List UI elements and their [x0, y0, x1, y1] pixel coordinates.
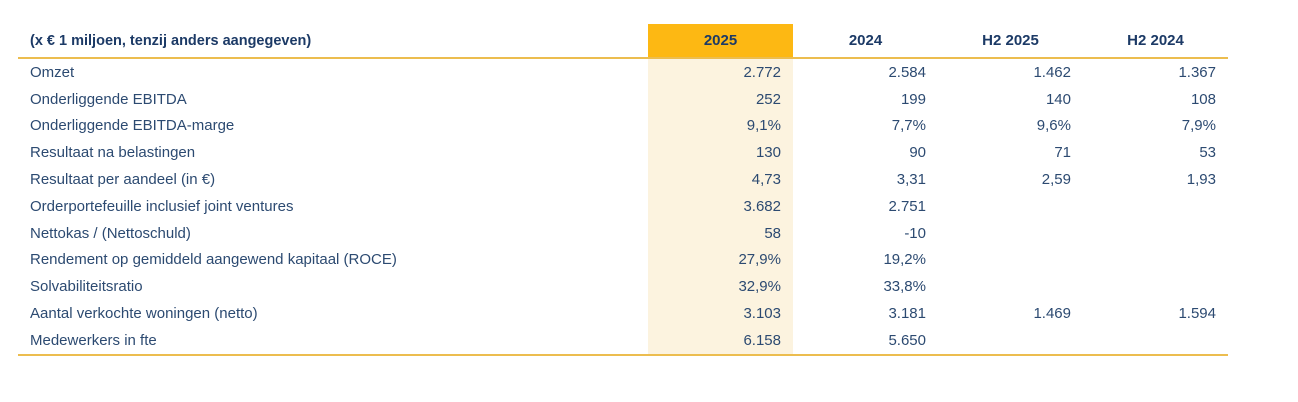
value-h2-2025: 9,6% — [1036, 117, 1071, 135]
unit-note: (x € 1 miljoen, tenzij anders aangegeven… — [30, 32, 312, 49]
value-h2-2024: 1.594 — [1178, 305, 1216, 323]
value-h2-2024 — [1083, 273, 1228, 300]
value-h2-2025: 71 — [1054, 144, 1071, 162]
row-label: Nettokas / (Nettoschuld) — [30, 224, 191, 242]
row-label: Omzet — [30, 63, 75, 81]
table-row: Resultaat na belastingen 130 90 71 53 — [18, 139, 1228, 167]
value-h2-2025: 140 — [1045, 90, 1071, 108]
value-2025: 2.772 — [648, 59, 793, 86]
value-2025: 252 — [648, 85, 793, 113]
column-header-2024: 2024 — [848, 32, 883, 49]
value-2025: 3.682 — [648, 192, 793, 220]
value-2024: 90 — [909, 144, 926, 162]
value-2024: 19,2% — [883, 251, 926, 269]
value-2025: 32,9% — [648, 273, 793, 301]
value-2024: -10 — [904, 224, 926, 242]
row-label: Resultaat na belastingen — [30, 144, 196, 162]
value-h2-2024 — [1083, 193, 1228, 220]
value-h2-2025 — [938, 273, 1083, 300]
table-row: Omzet 2.772 2.584 1.462 1.367 — [18, 59, 1228, 86]
column-header-h2-2024: H2 2024 — [1127, 32, 1184, 49]
value-2025: 9,1% — [648, 112, 793, 140]
value-h2-2025 — [938, 247, 1083, 274]
value-2025: 130 — [648, 139, 793, 167]
value-2024: 5.650 — [888, 331, 926, 349]
table-row: Solvabiliteitsratio 32,9% 33,8% — [18, 273, 1228, 301]
value-h2-2024: 108 — [1190, 90, 1216, 108]
table-row: Medewerkers in fte 6.158 5.650 — [18, 326, 1228, 354]
value-2024: 2.584 — [888, 63, 926, 81]
column-header-2025: 2025 — [648, 24, 793, 57]
value-h2-2025 — [938, 327, 1083, 354]
row-label: Onderliggende EBITDA — [30, 90, 187, 108]
row-label: Solvabiliteitsratio — [30, 278, 143, 296]
value-h2-2025 — [938, 220, 1083, 247]
value-h2-2024 — [1083, 220, 1228, 247]
value-2024: 199 — [900, 90, 926, 108]
table-row: Aantal verkochte woningen (netto) 3.103 3.… — [18, 300, 1228, 327]
value-h2-2024: 7,9% — [1181, 117, 1216, 135]
row-label: Onderliggende EBITDA-marge — [30, 117, 235, 135]
row-label: Rendement op gemiddeld aangewend kapitaa… — [30, 251, 397, 269]
key-figures-table: (x € 1 miljoen, tenzij anders aangegeven… — [18, 24, 1228, 356]
table-header-row: (x € 1 miljoen, tenzij anders aangegeven… — [18, 24, 1228, 59]
value-2025: 58 — [648, 219, 793, 247]
value-2024: 3.181 — [888, 305, 926, 323]
table-row: Onderliggende EBITDA-marge 9,1% 7,7% 9,6% 7,… — [18, 112, 1228, 140]
value-h2-2025: 1.462 — [1033, 63, 1071, 81]
row-label: Resultaat per aandeel (in €) — [30, 171, 216, 189]
column-header-h2-2025: H2 2025 — [982, 32, 1039, 49]
row-label: Medewerkers in fte — [30, 331, 157, 349]
table-row: Resultaat per aandeel (in €) 4,73 3,31 2,59… — [18, 166, 1228, 193]
value-h2-2025: 1.469 — [1033, 305, 1071, 323]
table-row: Orderportefeuille inclusief joint ventur… — [18, 192, 1228, 220]
value-h2-2024: 1,93 — [1186, 171, 1216, 189]
value-2024: 7,7% — [891, 117, 926, 135]
value-2024: 2.751 — [888, 197, 926, 215]
value-2025: 6.158 — [648, 326, 793, 354]
table-row: Onderliggende EBITDA 252 199 140 108 — [18, 85, 1228, 113]
table-row: Nettokas / (Nettoschuld) 58 -10 — [18, 219, 1228, 247]
value-2025: 3.103 — [648, 300, 793, 327]
table-row: Rendement op gemiddeld aangewend kapitaa… — [18, 246, 1228, 274]
value-2024: 3,31 — [896, 171, 926, 189]
value-h2-2024 — [1083, 247, 1228, 274]
row-label: Orderportefeuille inclusief joint ventur… — [30, 197, 294, 215]
value-2024: 33,8% — [883, 278, 926, 296]
row-label: Aantal verkochte woningen (netto) — [30, 305, 258, 323]
value-h2-2025: 2,59 — [1041, 171, 1071, 189]
value-h2-2024: 1.367 — [1178, 63, 1216, 81]
value-h2-2024 — [1083, 327, 1228, 354]
value-2025: 4,73 — [648, 166, 793, 193]
value-h2-2024: 53 — [1199, 144, 1216, 162]
table-body: Omzet 2.772 2.584 1.462 1.367 Onderliggende E… — [18, 59, 1228, 356]
value-2025: 27,9% — [648, 246, 793, 274]
value-h2-2025 — [938, 193, 1083, 220]
